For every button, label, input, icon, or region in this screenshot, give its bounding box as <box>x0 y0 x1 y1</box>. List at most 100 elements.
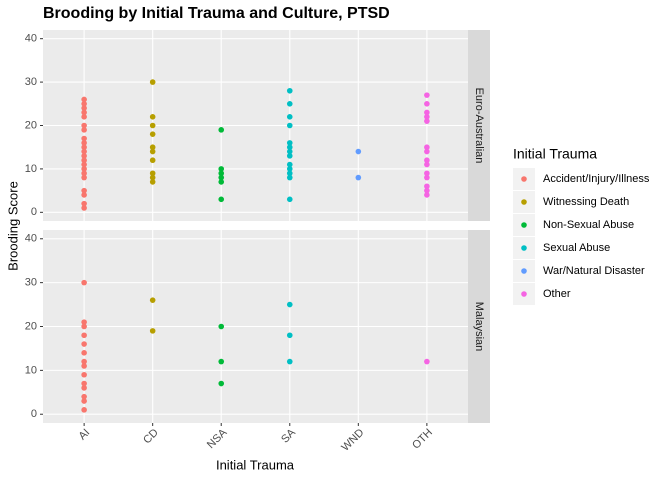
point <box>81 192 87 198</box>
point <box>218 196 225 203</box>
point <box>218 166 225 172</box>
point <box>81 371 87 378</box>
point <box>424 92 430 98</box>
strip-background <box>468 230 490 423</box>
point <box>355 174 362 181</box>
x-tick-label: OTH <box>410 427 435 452</box>
y-tick-label: 10 <box>25 163 37 175</box>
legend-marker <box>521 268 527 274</box>
point <box>149 157 156 164</box>
legend-label: Other <box>543 288 571 300</box>
point <box>81 205 87 211</box>
legend-marker <box>521 176 527 182</box>
point <box>81 114 87 120</box>
point <box>149 328 156 334</box>
point <box>424 161 430 168</box>
point <box>81 398 87 404</box>
x-tick-label: WND <box>339 427 366 454</box>
point <box>424 187 430 194</box>
x-tick-label: AI <box>76 427 92 443</box>
legend-label: Non-Sexual Abuse <box>543 219 634 231</box>
y-tick-label: 40 <box>25 33 37 45</box>
point <box>81 393 87 400</box>
legend-marker <box>521 291 527 297</box>
point <box>286 144 293 151</box>
legend-marker <box>521 199 527 205</box>
point <box>218 358 225 365</box>
point <box>81 350 87 356</box>
point <box>81 385 87 391</box>
x-tick-label: SA <box>279 426 298 445</box>
legend-label: War/Natural Disaster <box>543 265 645 277</box>
point <box>149 170 156 177</box>
point <box>218 323 225 330</box>
point <box>81 127 87 133</box>
point <box>81 332 87 339</box>
point <box>81 166 87 172</box>
point <box>424 148 430 155</box>
y-tick-label: 40 <box>25 233 37 245</box>
strip-background <box>468 30 490 221</box>
point <box>424 192 430 198</box>
x-tick-label: NSA <box>205 426 230 451</box>
point <box>81 170 87 177</box>
point <box>286 332 293 339</box>
point <box>149 297 156 303</box>
point <box>81 279 87 286</box>
point <box>81 157 87 164</box>
point <box>218 179 225 185</box>
point <box>218 174 225 181</box>
point <box>286 148 293 155</box>
point <box>424 157 430 164</box>
point <box>286 358 293 365</box>
point <box>149 122 156 129</box>
point <box>81 144 87 151</box>
y-axis-title: Brooding Score <box>5 181 20 271</box>
point <box>81 100 87 107</box>
point <box>424 144 430 151</box>
chart-title: Brooding by Initial Trauma and Culture, … <box>43 5 390 22</box>
point <box>424 100 430 107</box>
point <box>81 319 87 325</box>
point <box>424 183 430 190</box>
point <box>81 323 87 330</box>
point <box>286 122 293 129</box>
point <box>81 380 87 387</box>
point <box>218 127 225 133</box>
point <box>355 148 362 155</box>
strip-label: Malaysian <box>473 302 485 352</box>
point <box>81 122 87 129</box>
point <box>218 170 225 177</box>
legend-label: Sexual Abuse <box>543 242 610 254</box>
point <box>81 363 87 369</box>
point <box>286 166 293 172</box>
y-tick-label: 10 <box>25 364 37 376</box>
point <box>218 380 225 387</box>
point <box>81 109 87 116</box>
point <box>149 79 156 85</box>
y-tick-label: 20 <box>25 320 37 332</box>
point <box>286 153 293 159</box>
legend-title: Initial Trauma <box>513 146 597 162</box>
point <box>286 87 293 94</box>
point <box>81 105 87 111</box>
x-tick-label: CD <box>141 427 161 447</box>
point <box>286 196 293 203</box>
point <box>286 174 293 181</box>
point <box>81 174 87 181</box>
point <box>149 131 156 137</box>
point <box>424 114 430 120</box>
point <box>81 135 87 142</box>
point <box>286 114 293 120</box>
point <box>286 140 293 146</box>
point <box>286 170 293 177</box>
legend-label: Witnessing Death <box>543 196 629 208</box>
point <box>149 148 156 155</box>
point <box>81 140 87 146</box>
x-axis-title: Initial Trauma <box>216 457 295 472</box>
point <box>81 358 87 365</box>
point <box>424 118 430 124</box>
point <box>149 174 156 181</box>
point <box>81 153 87 159</box>
